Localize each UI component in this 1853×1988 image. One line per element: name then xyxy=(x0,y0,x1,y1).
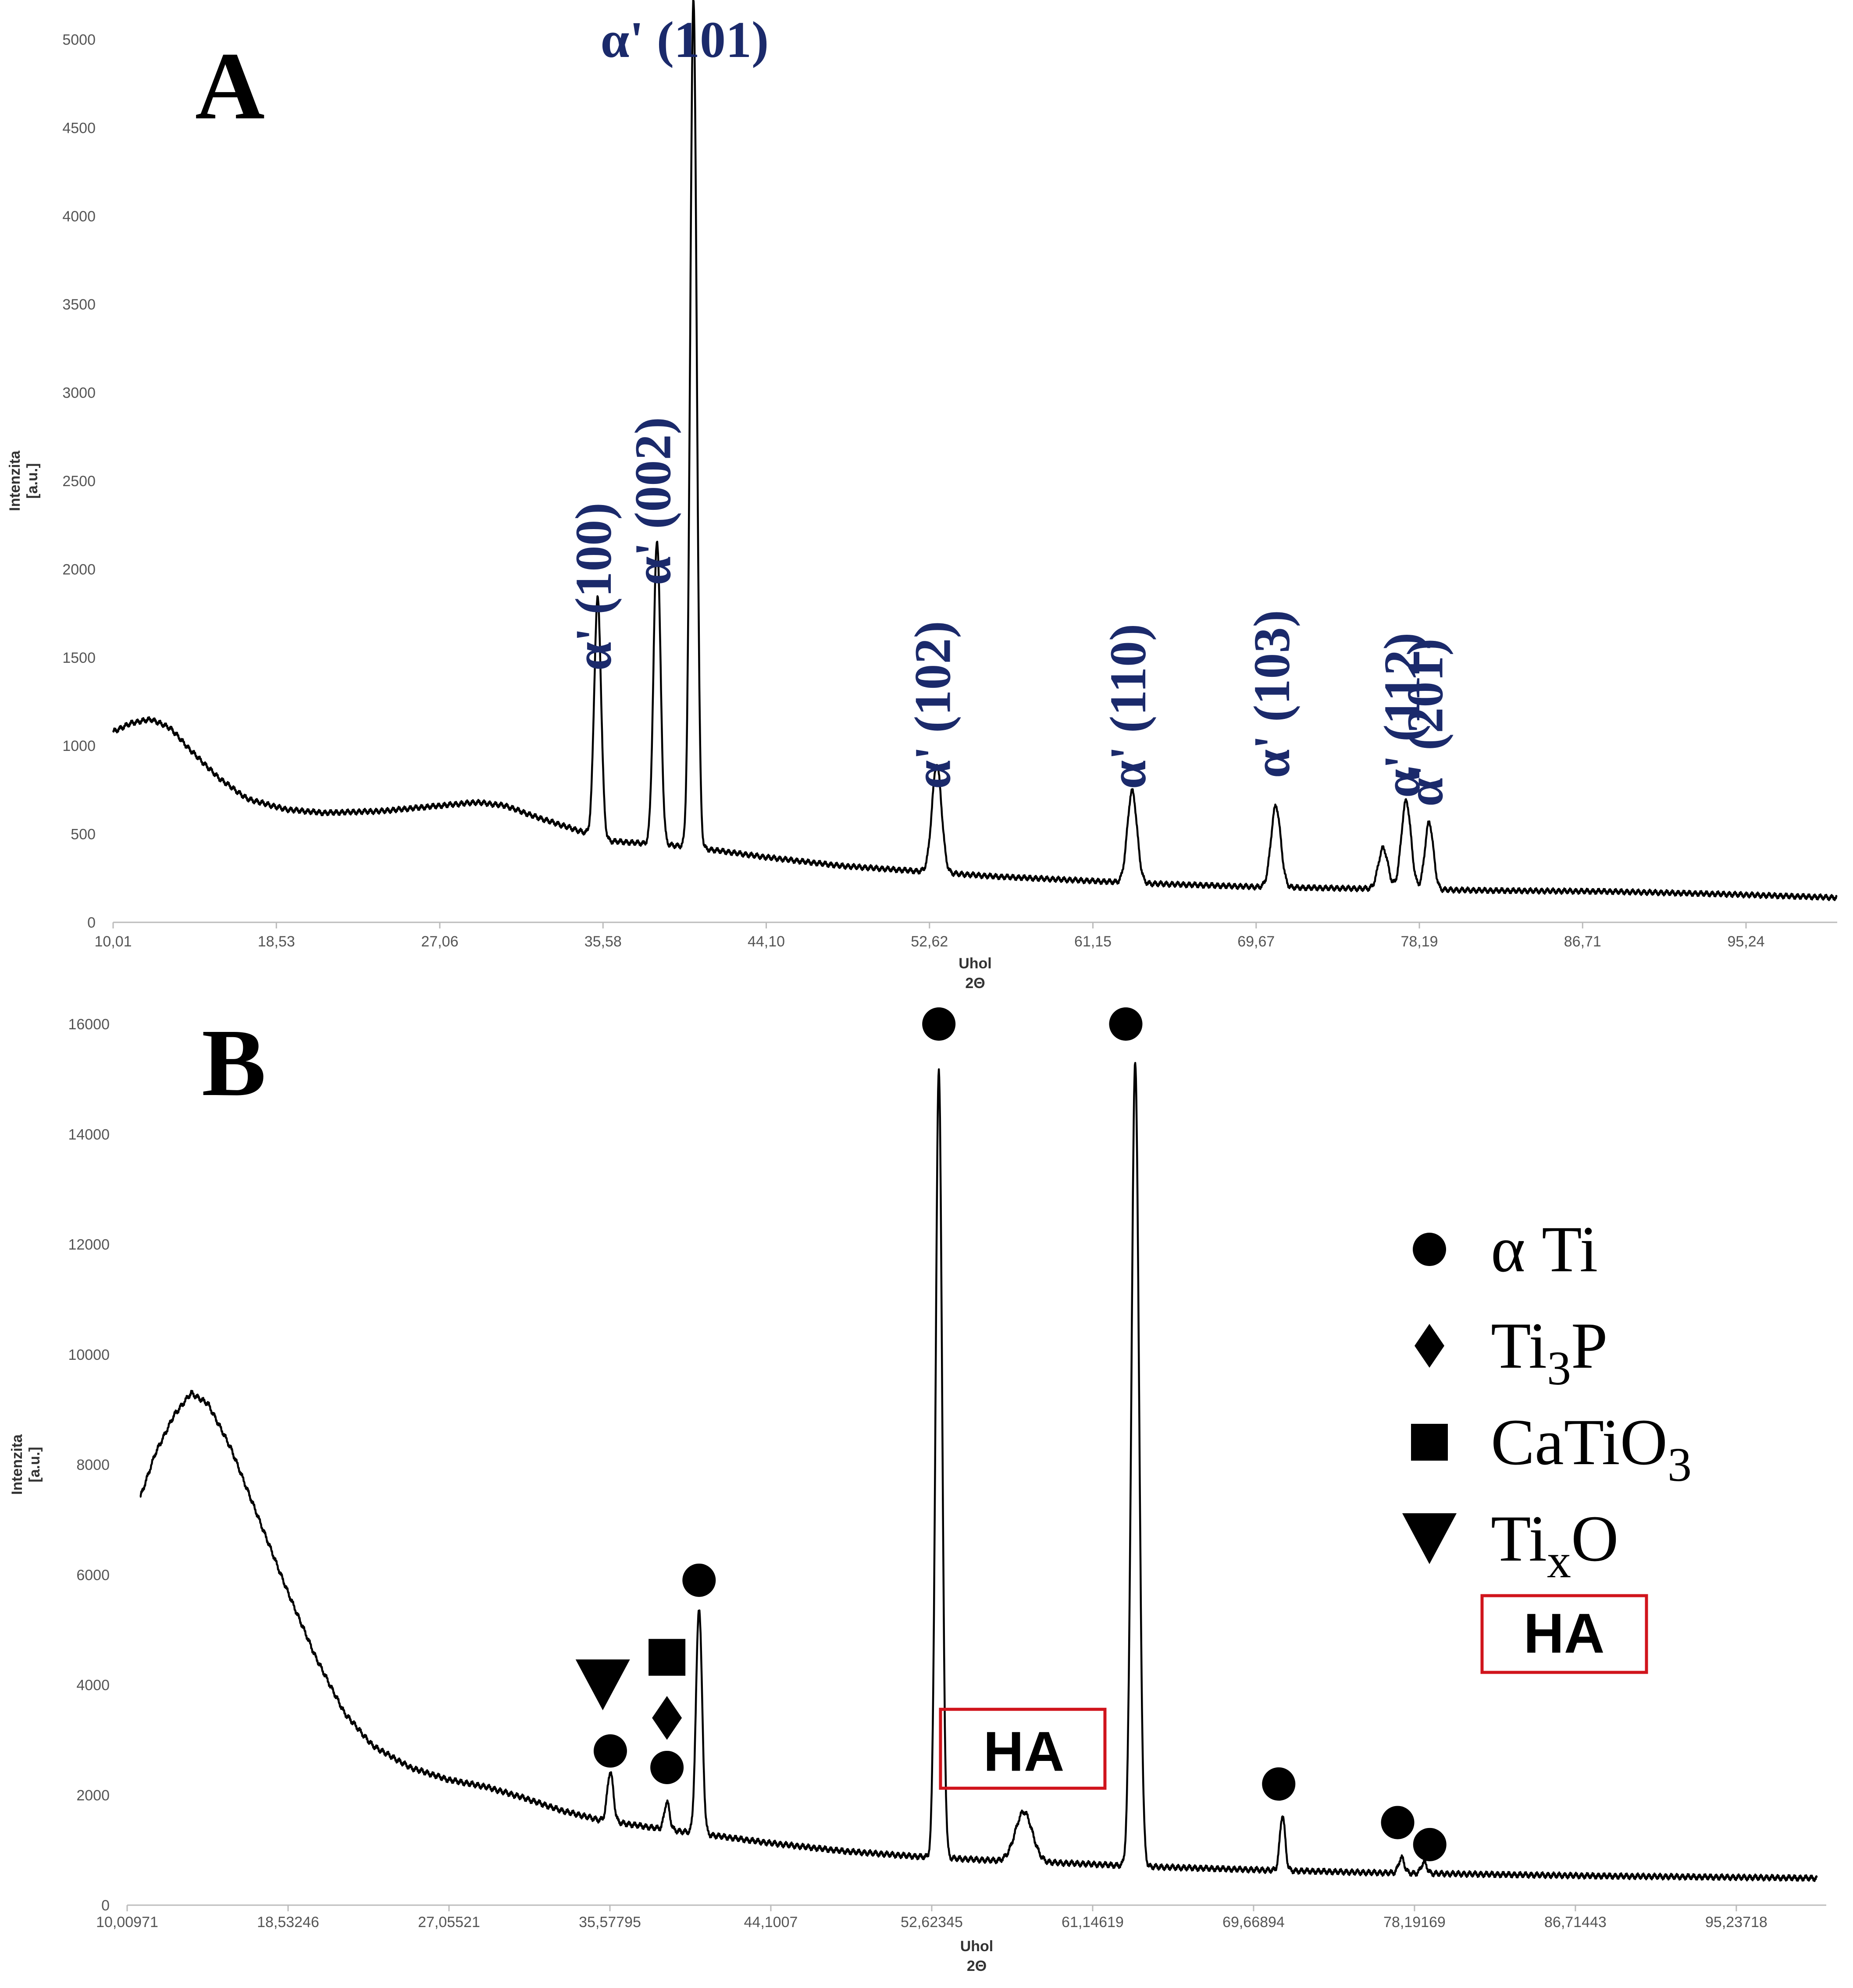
legend-diamond-icon xyxy=(1415,1324,1444,1368)
legend-label-suffix: O xyxy=(1571,1502,1618,1575)
y-tick-label: 500 xyxy=(71,826,96,843)
legend-label-text: CaTiO xyxy=(1491,1406,1668,1479)
legend-label: TixO xyxy=(1491,1502,1618,1588)
phase-marker-circle xyxy=(593,1734,627,1768)
legend-label-text: Ti xyxy=(1491,1309,1547,1382)
legend-triangle-down-icon xyxy=(1402,1513,1457,1564)
x-tick-label: 78,19169 xyxy=(1383,1914,1446,1931)
y-tick-label: 14000 xyxy=(68,1126,110,1143)
x-tick-label: 18,53 xyxy=(258,933,295,950)
y-tick-label: 4500 xyxy=(62,120,96,136)
legend-label: Ti3P xyxy=(1491,1309,1607,1395)
x-tick-label: 52,62 xyxy=(911,933,948,950)
legend-square-icon xyxy=(1411,1424,1448,1461)
x-tick-label: 10,01 xyxy=(94,933,132,950)
y-tick-label: 16000 xyxy=(68,1016,110,1033)
phase-marker-circle xyxy=(922,1007,956,1041)
y-axis-title: Intenzita xyxy=(9,1434,25,1495)
x-tick-label: 35,57795 xyxy=(579,1914,641,1931)
diffraction-curve xyxy=(139,1062,1818,1882)
peak-label: α' (101) xyxy=(601,11,769,68)
x-tick-label: 27,06 xyxy=(421,933,458,950)
y-tick-label: 5000 xyxy=(62,32,96,48)
y-tick-label: 6000 xyxy=(76,1567,110,1583)
x-tick-label: 44,10 xyxy=(748,933,785,950)
x-tick-label: 18,53246 xyxy=(257,1914,319,1931)
x-tick-label: 86,71 xyxy=(1564,933,1601,950)
peak-label: α' (201) xyxy=(1396,638,1454,807)
peak-label: α' (112) xyxy=(1373,633,1431,798)
y-axis-subtitle: [a.u.] xyxy=(26,1447,43,1482)
x-tick-label: 78,19 xyxy=(1400,933,1438,950)
phase-marker-circle xyxy=(1262,1767,1296,1801)
x-tick-label: 95,23718 xyxy=(1705,1914,1767,1931)
panel-b-chart: 0 2000 4000 6000 8000 10000 12000 14000 16000 10,… xyxy=(9,1007,1826,1974)
phase-marker-circle xyxy=(650,1750,684,1784)
y-tick-label: 1000 xyxy=(62,738,96,754)
x-tick-label: 52,62345 xyxy=(901,1914,963,1931)
ha-annotation-label: HA xyxy=(984,1720,1065,1783)
y-tick-label: 2500 xyxy=(62,473,96,490)
legend-ha-label: HA xyxy=(1524,1602,1605,1665)
phase-marker-triangle-down xyxy=(575,1659,630,1711)
x-axis-subtitle: 2Θ xyxy=(965,975,985,992)
phase-marker-circle xyxy=(682,1563,716,1597)
diffraction-curve xyxy=(112,0,1838,901)
x-tick-label: 95,24 xyxy=(1727,933,1764,950)
x-tick-label: 27,05521 xyxy=(418,1914,480,1931)
peak-label: α' (102) xyxy=(904,621,961,789)
peak-label: α' (100) xyxy=(565,502,622,671)
peak-label: α' (103) xyxy=(1243,610,1301,778)
legend-label-subscript: 3 xyxy=(1668,1438,1692,1491)
phase-marker-circle xyxy=(1109,1007,1143,1041)
x-axis-subtitle: 2Θ xyxy=(967,1958,987,1974)
peak-label: α' (110) xyxy=(1099,624,1157,789)
phase-marker-square xyxy=(649,1639,686,1676)
x-tick-label: 69,66894 xyxy=(1222,1914,1285,1931)
y-tick-label: 8000 xyxy=(76,1457,110,1473)
x-tick-label: 35,58 xyxy=(584,933,622,950)
legend-label-suffix: P xyxy=(1571,1309,1607,1382)
x-tick-label: 44,1007 xyxy=(744,1914,798,1931)
y-axis-title: Intenzita xyxy=(7,450,23,511)
y-tick-label: 3000 xyxy=(62,385,96,402)
legend-label-text: Ti xyxy=(1491,1502,1547,1575)
phase-marker-diamond xyxy=(652,1696,682,1740)
phase-marker-circle xyxy=(1381,1806,1415,1839)
legend-label: CaTiO3 xyxy=(1491,1406,1692,1491)
x-tick-label: 10,00971 xyxy=(96,1914,158,1931)
x-axis-title: Uhol xyxy=(959,955,992,972)
peak-label: α' (002) xyxy=(624,417,681,585)
x-tick-label: 61,14619 xyxy=(1062,1914,1124,1931)
x-tick-label: 69,67 xyxy=(1237,933,1275,950)
y-tick-label: 12000 xyxy=(68,1237,110,1253)
y-tick-label: 4000 xyxy=(62,208,96,225)
ha-annotation-box xyxy=(939,1707,1107,1790)
legend-label: α Ti xyxy=(1491,1213,1598,1286)
panel-label: B xyxy=(202,1009,266,1116)
legend-label-subscript: 3 xyxy=(1547,1341,1571,1395)
y-tick-label: 3500 xyxy=(62,296,96,313)
legend-ha-box xyxy=(1480,1594,1648,1674)
y-tick-label: 10000 xyxy=(68,1347,110,1363)
legend-circle-icon xyxy=(1413,1233,1446,1266)
y-tick-label: 4000 xyxy=(76,1677,110,1694)
y-tick-label: 1500 xyxy=(62,650,96,666)
y-tick-label: 2000 xyxy=(76,1787,110,1804)
y-tick-label: 0 xyxy=(87,914,96,931)
panel-a-chart: 0 500 1000 1500 2000 2500 3000 3500 4000 4500 5000… xyxy=(7,0,1838,992)
x-tick-label: 86,71443 xyxy=(1544,1914,1607,1931)
x-tick-label: 61,15 xyxy=(1074,933,1112,950)
y-tick-label: 0 xyxy=(101,1897,110,1914)
legend-label-text: α Ti xyxy=(1491,1213,1598,1286)
legend-label-subscript: x xyxy=(1547,1534,1571,1588)
y-axis-subtitle: [a.u.] xyxy=(24,463,41,498)
y-tick-label: 2000 xyxy=(62,561,96,578)
x-axis-title: Uhol xyxy=(960,1938,994,1955)
panel-label: A xyxy=(195,32,265,139)
phase-marker-circle xyxy=(1413,1828,1447,1861)
